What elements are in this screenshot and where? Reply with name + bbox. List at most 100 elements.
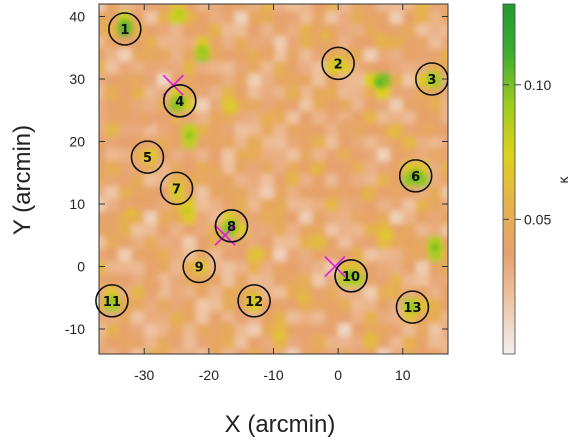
heat-cell: [338, 347, 353, 354]
heat-cell: [273, 135, 288, 149]
heat-cell: [428, 47, 443, 62]
heat-cell: [234, 110, 249, 124]
heat-cell: [144, 60, 159, 74]
heat-cell: [99, 60, 107, 74]
heat-cell: [363, 172, 378, 187]
heat-peak-core: [175, 9, 184, 18]
heat-cell: [144, 197, 159, 212]
heat-cell: [325, 347, 340, 354]
peak-circle-marker: [182, 249, 216, 284]
heat-cell: [376, 147, 391, 162]
heat-cell: [389, 347, 404, 354]
heat-peak-core: [107, 90, 116, 99]
heat-cell: [105, 97, 120, 112]
heat-cell: [363, 260, 378, 274]
heat-cell: [195, 22, 210, 37]
heat-cell: [299, 35, 314, 49]
heat-cell: [260, 97, 275, 112]
heat-cell: [118, 235, 133, 249]
heat-cell: [183, 160, 197, 174]
heat-cell: [312, 197, 327, 212]
heat-cell: [144, 247, 159, 262]
heat-cell: [195, 122, 210, 137]
heat-cell: [144, 4, 159, 12]
heat-cell: [338, 185, 353, 199]
heat-cell: [118, 4, 133, 12]
heat-cell: [247, 10, 262, 24]
heat-cell: [441, 147, 448, 162]
heat-cell: [157, 197, 172, 212]
heat-peak-core: [120, 21, 129, 30]
heat-cell: [99, 35, 107, 49]
heat-cell: [247, 160, 262, 174]
heat-cell: [221, 160, 236, 174]
heat-cell: [131, 135, 146, 149]
heat-cell: [363, 285, 378, 299]
heat-cell: [221, 297, 236, 312]
heat-cell: [351, 222, 365, 237]
heat-cell: [208, 22, 223, 37]
heat-peak-core: [321, 31, 330, 40]
heat-cell: [402, 147, 417, 162]
heat-cell: [105, 210, 120, 224]
heat-cell: [144, 97, 159, 112]
heat-cell: [131, 322, 146, 337]
heat-cell: [99, 335, 107, 349]
heat-cell: [338, 97, 353, 112]
heat-cell: [286, 35, 301, 49]
heat-cell: [312, 185, 327, 199]
heat-cell: [389, 247, 404, 262]
heat-cell: [273, 4, 288, 12]
heat-cell: [402, 235, 417, 249]
heat-cell: [234, 47, 249, 62]
heat-cell: [389, 322, 404, 337]
heat-cell: [402, 110, 417, 124]
heat-cell: [376, 310, 391, 324]
heat-cell: [376, 110, 391, 124]
heat-cell: [208, 197, 223, 212]
heat-cell: [376, 197, 391, 212]
heat-cell: [415, 147, 430, 162]
heat-peak-core: [389, 128, 398, 137]
heat-cell: [247, 60, 262, 74]
heat-cell: [286, 97, 301, 112]
heat-cell: [105, 347, 120, 354]
heat-cell: [376, 185, 391, 199]
heat-peak-core: [107, 296, 116, 305]
heat-cell: [363, 210, 378, 224]
heat-cell: [376, 10, 391, 24]
heat-cell: [260, 260, 275, 274]
heat-cell: [208, 185, 223, 199]
heat-cell: [338, 297, 353, 312]
heat-cell: [183, 322, 197, 337]
heat-cell: [105, 22, 120, 37]
heat-cell: [428, 97, 443, 112]
heat-cell: [260, 172, 275, 187]
heat-cell: [351, 85, 365, 99]
heat-cell: [402, 60, 417, 74]
heat-cell: [338, 172, 353, 187]
heat-cell: [312, 260, 327, 274]
heat-cell: [273, 35, 288, 49]
heat-cell: [221, 122, 236, 137]
heat-cell: [299, 247, 314, 262]
heat-peak-core: [250, 140, 259, 149]
heat-peak-core: [411, 171, 420, 180]
heat-cell: [402, 322, 417, 337]
heat-cell: [273, 272, 288, 287]
heat-peak-core: [347, 271, 356, 280]
heat-cell: [99, 247, 107, 262]
heat-cell: [144, 85, 159, 99]
heat-cell: [118, 347, 133, 354]
heat-cell: [273, 310, 288, 324]
heat-cell: [351, 310, 365, 324]
heat-cell: [428, 35, 443, 49]
heat-cell: [363, 247, 378, 262]
heat-cell: [183, 297, 197, 312]
heat-cell: [415, 272, 430, 287]
heat-cell: [131, 297, 146, 312]
heat-cell: [299, 135, 314, 149]
heat-cell: [208, 85, 223, 99]
heat-cell: [312, 322, 327, 337]
heat-cell: [376, 60, 391, 74]
